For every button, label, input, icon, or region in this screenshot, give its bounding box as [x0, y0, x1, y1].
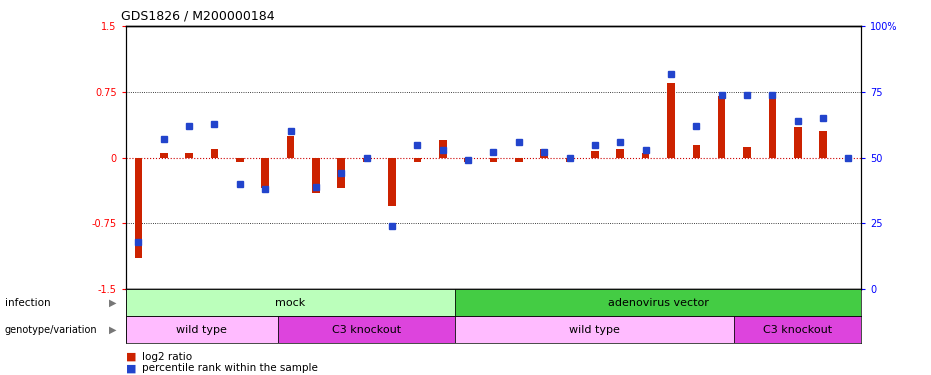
Bar: [515, 158, 522, 162]
Bar: [540, 149, 548, 158]
Text: C3 knockout: C3 knockout: [332, 325, 401, 334]
Bar: [287, 136, 294, 158]
Bar: [693, 144, 700, 158]
Text: infection: infection: [5, 298, 50, 307]
Bar: [566, 158, 573, 162]
Bar: [794, 127, 802, 158]
Text: wild type: wild type: [176, 325, 227, 334]
Text: genotype/variation: genotype/variation: [5, 325, 97, 334]
Text: wild type: wild type: [570, 325, 620, 334]
Bar: [668, 83, 675, 158]
Text: mock: mock: [276, 298, 305, 307]
Text: ▶: ▶: [109, 298, 116, 307]
Text: ▶: ▶: [109, 325, 116, 334]
Bar: [490, 158, 497, 162]
Bar: [455, 316, 735, 343]
Bar: [160, 153, 168, 158]
Bar: [465, 158, 472, 162]
Text: ■: ■: [126, 363, 136, 373]
Text: log2 ratio: log2 ratio: [142, 352, 193, 362]
Text: percentile rank within the sample: percentile rank within the sample: [142, 363, 318, 373]
Bar: [185, 153, 193, 158]
Bar: [844, 158, 852, 162]
Text: C3 knockout: C3 knockout: [763, 325, 832, 334]
Bar: [735, 316, 861, 343]
Bar: [126, 289, 455, 316]
Bar: [591, 151, 599, 157]
Bar: [262, 158, 269, 188]
Text: adenovirus vector: adenovirus vector: [608, 298, 708, 307]
Bar: [819, 131, 827, 158]
Bar: [769, 96, 776, 158]
Bar: [277, 316, 455, 343]
Bar: [337, 158, 345, 188]
Text: GDS1826 / M200000184: GDS1826 / M200000184: [121, 9, 275, 22]
Bar: [135, 158, 142, 258]
Bar: [439, 140, 447, 158]
Bar: [363, 158, 371, 162]
Bar: [236, 158, 244, 162]
Bar: [718, 96, 725, 158]
Bar: [210, 149, 218, 158]
Bar: [743, 147, 750, 158]
Text: ■: ■: [126, 352, 136, 362]
Bar: [616, 149, 624, 158]
Bar: [455, 289, 861, 316]
Bar: [641, 153, 650, 158]
Bar: [126, 316, 277, 343]
Bar: [388, 158, 396, 206]
Bar: [312, 158, 319, 193]
Bar: [413, 158, 421, 162]
